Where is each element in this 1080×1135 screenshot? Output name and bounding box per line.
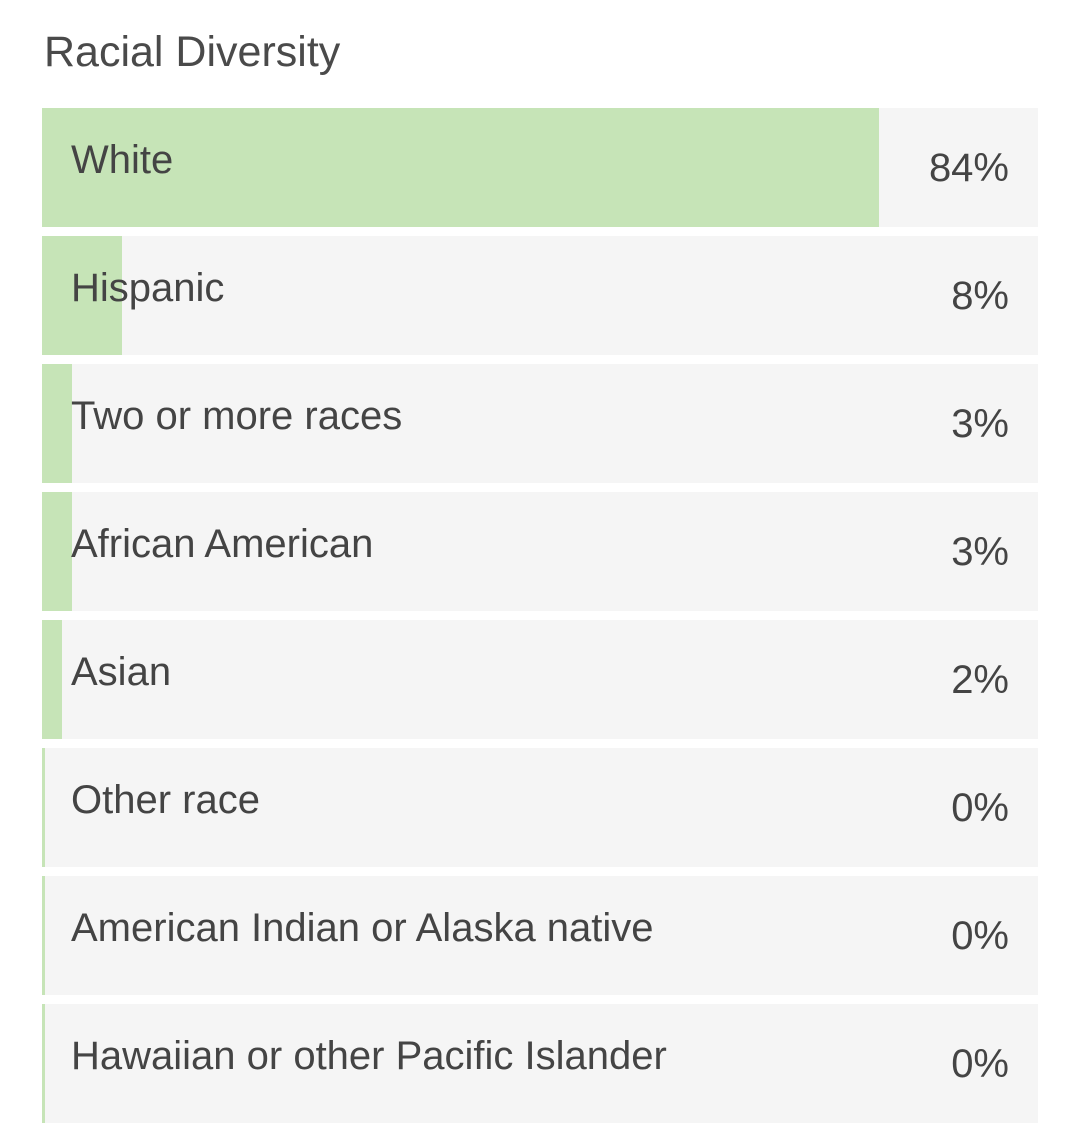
bar-label: African American xyxy=(71,522,374,566)
bar-row: Asian 2% xyxy=(42,620,1038,739)
bar-value-label: 3% xyxy=(951,402,1009,446)
bar-row: Hawaiian or other Pacific Islander 0% xyxy=(42,1004,1038,1123)
bar-value-label: 0% xyxy=(951,786,1009,830)
bar-label: Hispanic xyxy=(71,266,225,310)
bar-fill xyxy=(42,492,72,611)
bar-label: White xyxy=(71,138,174,182)
bar-row: Two or more races 3% xyxy=(42,364,1038,483)
bar-fill xyxy=(42,1004,45,1123)
bar-fill xyxy=(42,876,45,995)
bar-value-label: 3% xyxy=(951,530,1009,574)
bar-label: Other race xyxy=(71,778,260,822)
bar-fill xyxy=(42,364,72,483)
bar-value-label: 0% xyxy=(951,1042,1009,1086)
bar-row: White 84% xyxy=(42,108,1038,227)
bar-row: Hispanic 8% xyxy=(42,236,1038,355)
bar-row: American Indian or Alaska native 0% xyxy=(42,876,1038,995)
chart-title: Racial Diversity xyxy=(44,28,341,76)
bar-value-label: 0% xyxy=(951,914,1009,958)
bar-label: American Indian or Alaska native xyxy=(71,906,654,950)
bar-value-label: 84% xyxy=(928,146,1009,190)
bar-value-label: 2% xyxy=(951,658,1009,702)
bar-fill xyxy=(42,748,45,867)
bar-row: Other race 0% xyxy=(42,748,1038,867)
bar-list: White 84% Hispanic 8% Two or more races 3% Afr… xyxy=(42,108,1038,1132)
bar-fill xyxy=(42,108,879,227)
bar-label: Two or more races xyxy=(71,394,403,438)
bar-row: African American 3% xyxy=(42,492,1038,611)
bar-value-label: 8% xyxy=(951,274,1009,318)
bar-fill xyxy=(42,236,122,355)
bar-fill xyxy=(42,620,62,739)
bar-label: Asian xyxy=(71,650,172,694)
bar-label: Hawaiian or other Pacific Islander xyxy=(71,1034,667,1078)
